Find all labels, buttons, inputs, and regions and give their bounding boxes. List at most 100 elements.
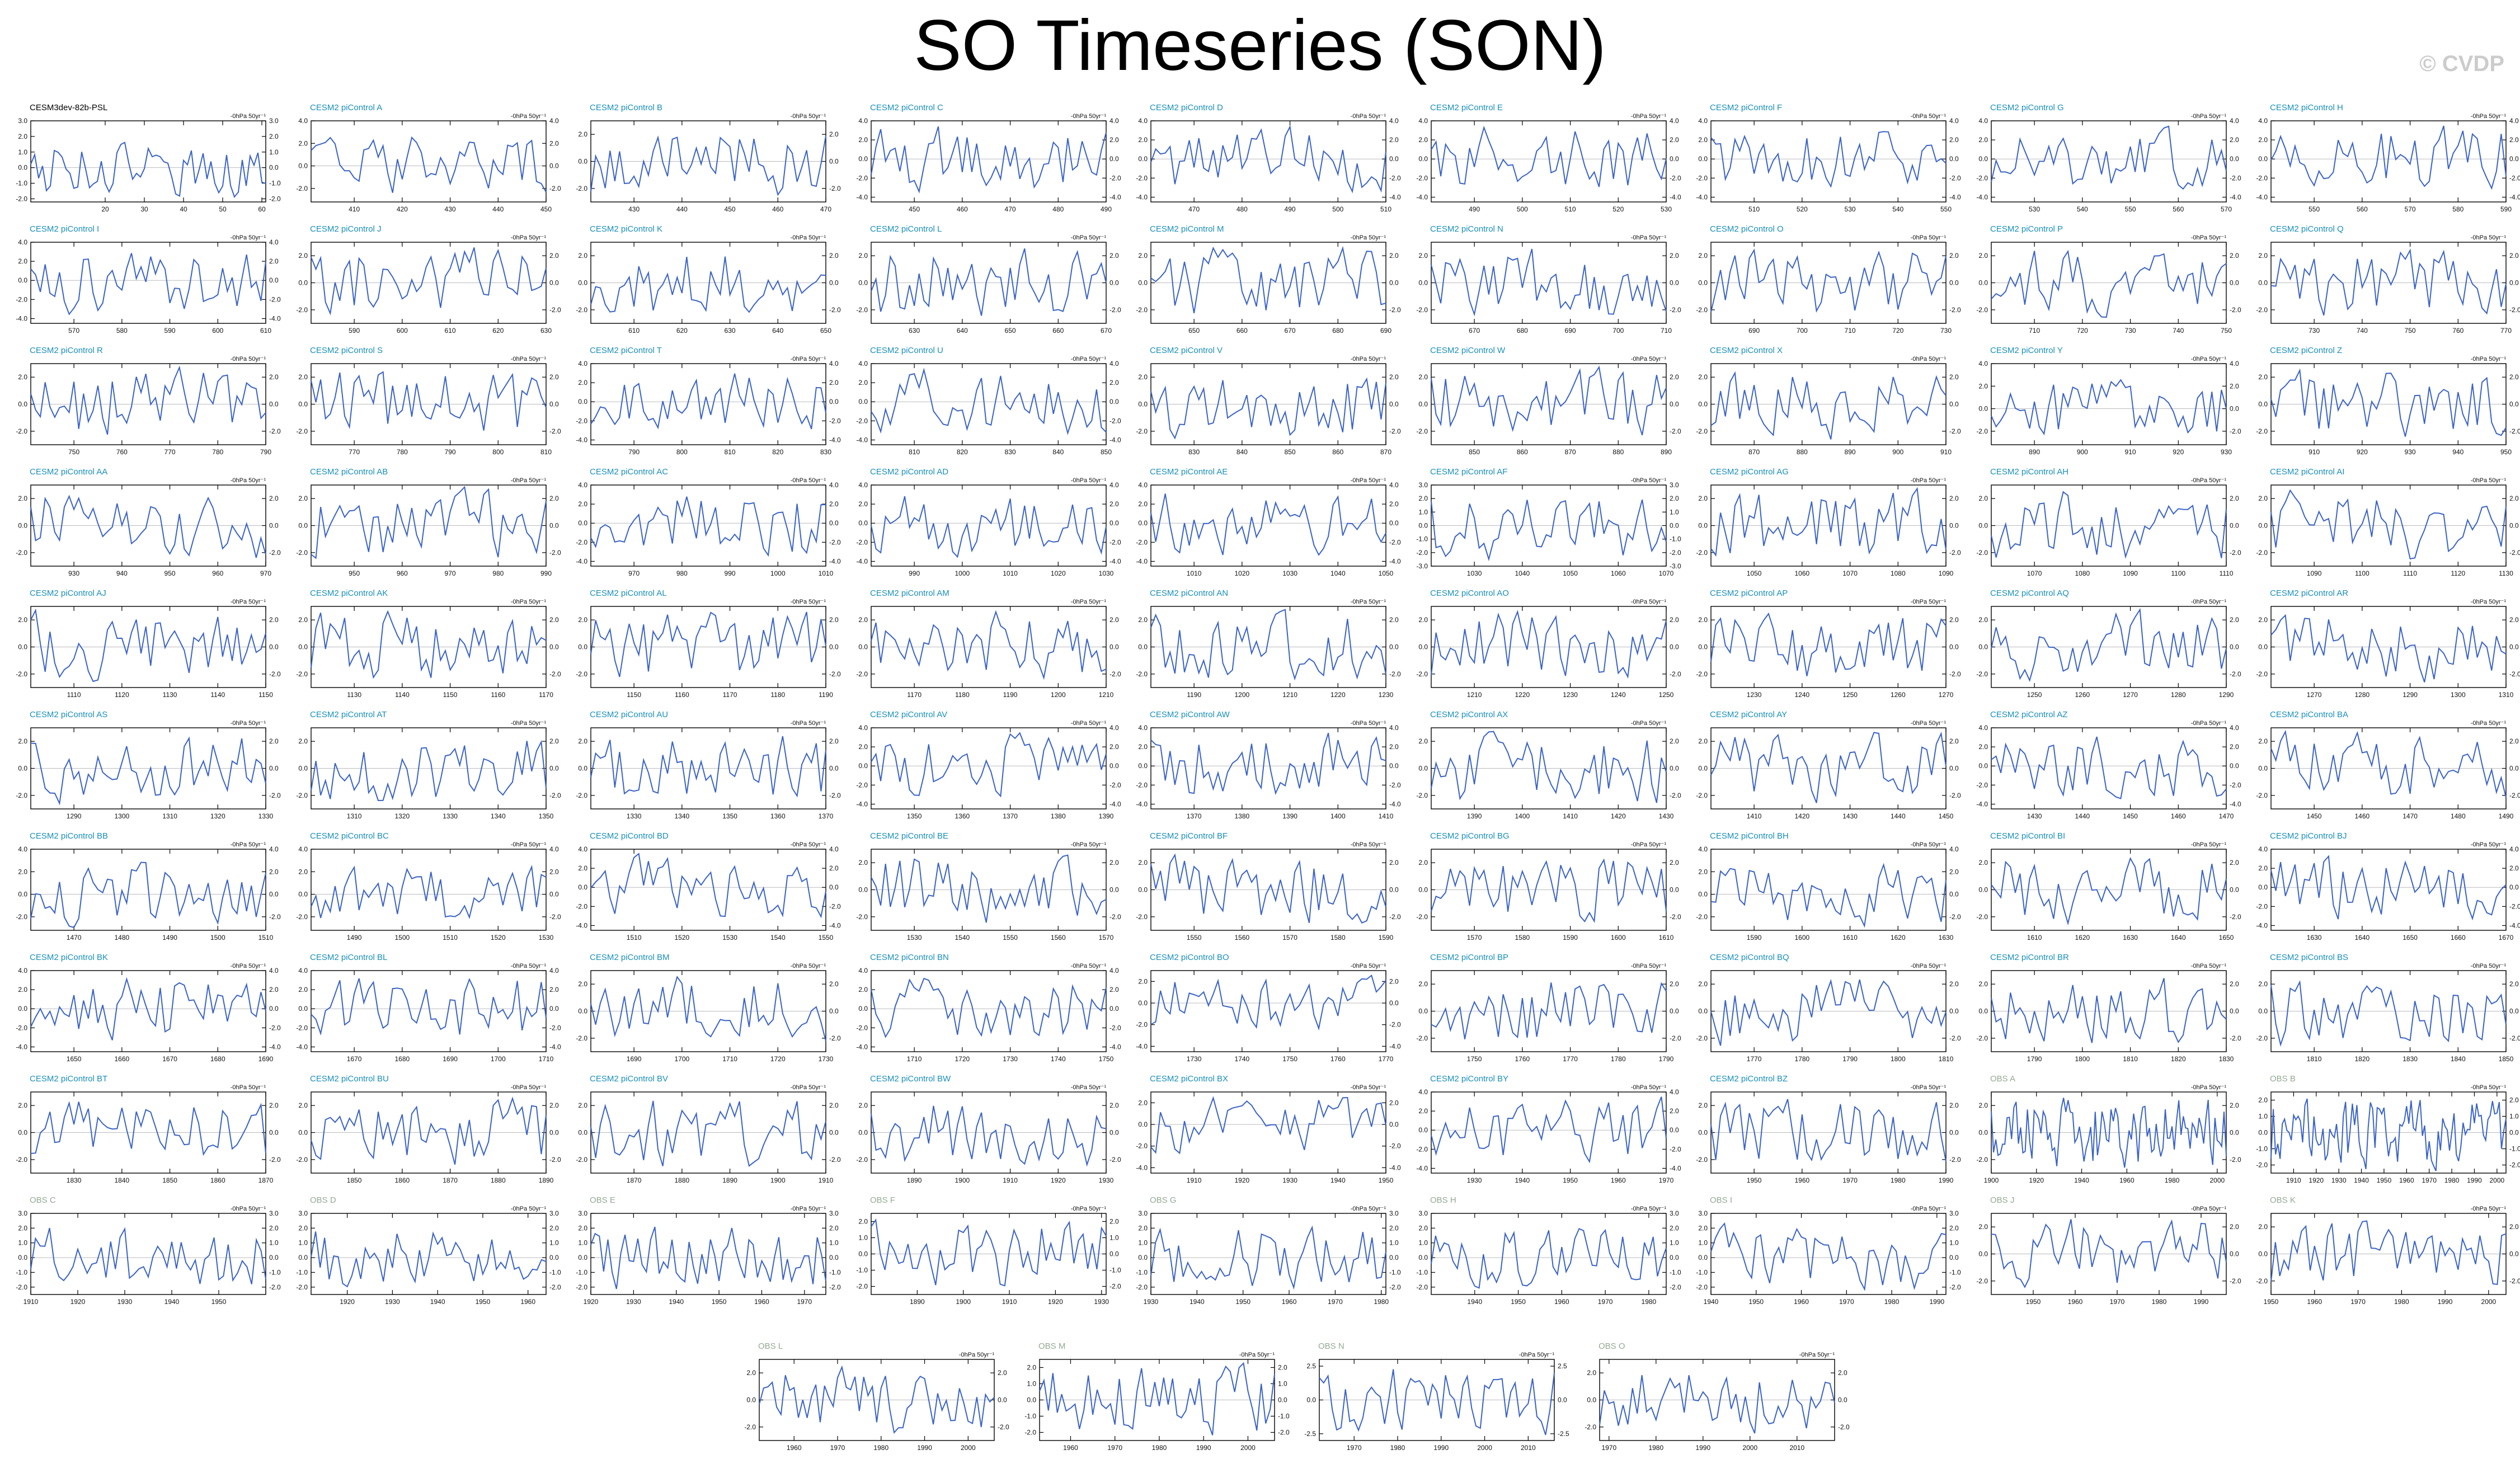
x-tick-label: 460 — [957, 205, 968, 213]
x-tick-label: 1140 — [395, 691, 410, 699]
series-line — [1150, 125, 1386, 194]
y-tick-label: -2.0 — [829, 417, 841, 425]
y-tick-label: -2.0 — [1949, 1283, 1961, 1291]
y-tick-label: 2.0 — [1949, 1224, 1959, 1232]
y-tick-label: -2.0 — [1949, 174, 1961, 182]
panel: CESM2 piControl BX-0hPa 50yr⁻¹2.0 2.00.0 0… — [1136, 1074, 1401, 1184]
panel-title: CESM2 piControl AX — [1430, 710, 1508, 719]
y-tick-label: -2.0 — [1696, 792, 1708, 799]
x-tick-label: 1930 — [626, 1298, 641, 1306]
y-tick-label: 2.0 — [1670, 980, 1679, 988]
x-tick-label: 1050 — [1379, 569, 1394, 577]
series-line — [1991, 1098, 2227, 1168]
y-tick-label: -2.0 — [1389, 427, 1401, 435]
y-tick-label: 2.0 — [578, 616, 587, 624]
y-tick-label: 0.0 — [2230, 643, 2239, 651]
x-tick-label: 1630 — [2123, 934, 2138, 942]
y-tick-label: 0.0 — [1109, 762, 1119, 770]
x-tick-label: 1950 — [1563, 1176, 1578, 1184]
panel-title: CESM2 piControl L — [870, 224, 942, 234]
y-tick-label: 2.0 — [2258, 252, 2268, 260]
y-tick-label: -1.0 — [1949, 1268, 1961, 1276]
panel-units: -0hPa 50yr⁻¹ — [2191, 234, 2227, 241]
x-tick-label: 890 — [1661, 448, 1672, 456]
y-tick-label: -4.0 — [856, 800, 868, 808]
x-tick-label: 1970 — [1659, 1176, 1674, 1184]
x-tick-label: 590 — [2500, 205, 2512, 213]
x-tick-label: 450 — [909, 205, 920, 213]
y-tick-label: 2.0 — [1109, 500, 1119, 508]
x-tick-label: 1770 — [1379, 1055, 1394, 1063]
panel: OBS J-0hPa 50yr⁻¹2.0 2.00.0 0.0-2.0 -2.0195… — [1976, 1195, 2241, 1306]
y-tick-label: -2.0 — [1389, 306, 1401, 314]
y-tick-label: 0.0 — [2230, 1250, 2239, 1258]
y-tick-label: 2.0 — [18, 1101, 27, 1109]
y-tick-label: 4.0 — [1670, 1088, 1679, 1096]
panel-title: CESM2 piControl BD — [590, 831, 669, 841]
y-tick-label: 2.0 — [1698, 1224, 1708, 1232]
x-tick-label: 1810 — [1939, 1055, 1954, 1063]
x-tick-label: 1890 — [722, 1176, 737, 1184]
y-tick-label: 0.0 — [858, 762, 868, 770]
x-tick-label: 1400 — [1330, 812, 1346, 820]
x-tick-label: 440 — [676, 205, 688, 213]
y-tick-label: -2.0 — [16, 195, 27, 203]
x-tick-label: 1410 — [1563, 812, 1578, 820]
series-line — [1150, 853, 1386, 924]
y-tick-label: 3.0 — [1949, 1209, 1959, 1217]
panel-title: CESM2 piControl AT — [310, 710, 387, 719]
y-tick-label: 2.0 — [1670, 737, 1679, 745]
y-tick-label: 0.0 — [1138, 762, 1148, 770]
panel: CESM2 piControl AC-0hPa 50yr⁻¹4.0 4.02.0 2… — [576, 467, 841, 577]
y-tick-label: 0.0 — [1418, 1008, 1428, 1015]
y-tick-label: 0.0 — [829, 158, 839, 166]
y-tick-label: -2.0 — [2230, 913, 2241, 921]
panel-units: -0hPa 50yr⁻¹ — [1631, 1206, 1667, 1212]
y-tick-label: 0.0 — [1418, 401, 1428, 408]
panel: CESM2 piControl BP-0hPa 50yr⁻¹2.0 2.00.0 0… — [1416, 953, 1681, 1063]
x-tick-label: 1330 — [443, 812, 458, 820]
x-tick-label: 1710 — [539, 1055, 554, 1063]
panel-units: -0hPa 50yr⁻¹ — [1071, 599, 1107, 605]
panel: CESM2 piControl H-0hPa 50yr⁻¹4.0 4.02.0 2.… — [2256, 103, 2520, 213]
series-line — [1710, 1222, 1947, 1292]
x-tick-label: 1980 — [873, 1444, 888, 1452]
y-tick-label: -2.0 — [744, 1423, 756, 1431]
y-tick-label: -2.0 — [296, 792, 308, 799]
x-tick-label: 440 — [492, 205, 504, 213]
y-tick-label: 0.0 — [2258, 1008, 2268, 1015]
y-tick-label: -2.0 — [1670, 174, 1681, 182]
panel: CESM2 piControl X-0hPa 50yr⁻¹2.0 2.00.0 0.… — [1696, 346, 1961, 456]
y-tick-label: -2.0 — [1670, 549, 1681, 557]
y-tick-label: -2.0 — [549, 1024, 561, 1032]
y-tick-label: -2.0 — [16, 792, 27, 799]
y-tick-label: 0.0 — [829, 1008, 839, 1015]
y-tick-label: 2.0 — [858, 1218, 868, 1226]
panel-units: -0hPa 50yr⁻¹ — [2471, 599, 2507, 605]
y-tick-label: 0.0 — [298, 522, 308, 530]
y-tick-label: -2.0 — [1949, 1034, 1961, 1042]
x-tick-label: 1910 — [1187, 1176, 1202, 1184]
y-tick-label: 4.0 — [829, 845, 839, 853]
x-tick-label: 660 — [1052, 327, 1064, 335]
y-tick-label: 0.0 — [829, 1129, 839, 1137]
y-tick-label: 0.0 — [549, 522, 559, 530]
y-tick-label: 4.0 — [1109, 481, 1119, 489]
series-line — [590, 256, 826, 313]
y-tick-label: 0.0 — [298, 1005, 308, 1013]
y-tick-label: 0.0 — [829, 519, 839, 527]
x-tick-label: 850 — [1101, 448, 1112, 456]
y-tick-label: -2.0 — [269, 427, 281, 435]
x-tick-label: 1960 — [1795, 1176, 1810, 1184]
y-tick-label: 2.0 — [1418, 1107, 1428, 1115]
y-tick-label: 0.0 — [1389, 401, 1399, 408]
y-tick-label: 2.0 — [829, 130, 839, 138]
x-tick-label: 950 — [2500, 448, 2512, 456]
y-tick-label: 0.0 — [1138, 401, 1148, 408]
x-tick-label: 630 — [540, 327, 552, 335]
x-tick-label: 630 — [725, 327, 736, 335]
y-tick-label: 0.0 — [1670, 1126, 1679, 1134]
series-line — [1991, 1219, 2227, 1288]
y-tick-label: -2.0 — [296, 185, 308, 192]
x-tick-label: 1240 — [1795, 691, 1810, 699]
